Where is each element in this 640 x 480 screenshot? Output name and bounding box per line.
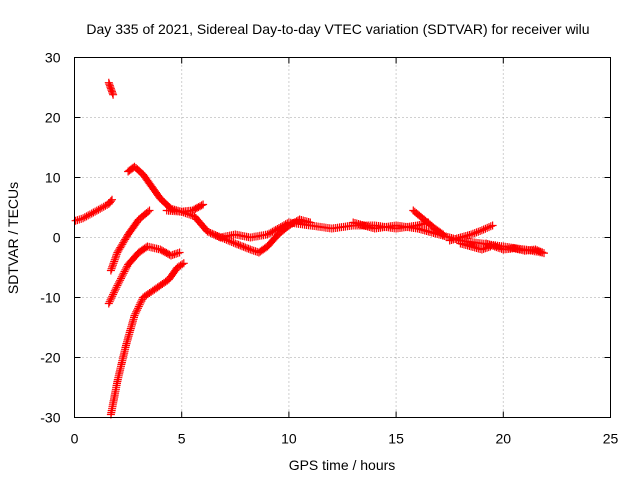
x-tick-labels: 0 5 10 15 20 25 xyxy=(71,431,619,447)
x-tick-label: 5 xyxy=(178,431,186,447)
data-marker-trace xyxy=(104,242,184,308)
series-arc-12 xyxy=(456,239,495,254)
data-marker-trace xyxy=(482,239,548,258)
y-tick-label: -20 xyxy=(40,350,60,366)
series-arc-10 xyxy=(409,206,448,239)
y-tick-label: 0 xyxy=(53,230,61,246)
data-marker-trace xyxy=(209,215,315,257)
axis-ticks xyxy=(74,57,611,418)
x-tick-label: 20 xyxy=(496,431,512,447)
chart-title: Day 335 of 2021, Sidereal Day-to-day VTE… xyxy=(86,21,589,37)
data-marker-trace xyxy=(104,78,118,99)
data-marker-trace xyxy=(409,206,448,239)
y-tick-label: 10 xyxy=(45,170,61,186)
series-arc-3 xyxy=(106,206,154,275)
y-axis-label: SDTVAR / TECUs xyxy=(5,182,21,294)
series-arc-11 xyxy=(445,221,497,245)
data-marker-trace xyxy=(456,239,495,254)
x-tick-label: 25 xyxy=(603,431,619,447)
y-tick-label: 20 xyxy=(45,110,61,126)
data-marker-trace xyxy=(106,259,188,419)
x-axis-label: GPS time / hours xyxy=(289,457,396,473)
x-tick-label: 10 xyxy=(281,431,297,447)
y-tick-label: 30 xyxy=(45,50,61,66)
x-tick-label: 0 xyxy=(71,431,79,447)
series-arc-8 xyxy=(209,215,315,257)
grid-lines xyxy=(74,57,611,418)
series-arc-2 xyxy=(104,78,118,99)
y-tick-label: -10 xyxy=(40,290,60,306)
series-arc-5 xyxy=(104,242,184,308)
data-marker-trace xyxy=(445,221,497,245)
data-points xyxy=(71,78,548,419)
series-arc-1 xyxy=(71,195,116,225)
series-arc-6 xyxy=(106,259,188,419)
data-marker-trace xyxy=(124,162,208,216)
y-tick-label: -30 xyxy=(40,410,60,426)
data-marker-trace xyxy=(106,206,154,275)
data-marker-trace xyxy=(71,195,116,225)
x-tick-label: 15 xyxy=(388,431,404,447)
series-arc-4 xyxy=(124,162,208,216)
y-tick-labels: -30 -20 -10 0 10 20 30 xyxy=(40,50,60,426)
series-arc-13 xyxy=(482,239,548,258)
